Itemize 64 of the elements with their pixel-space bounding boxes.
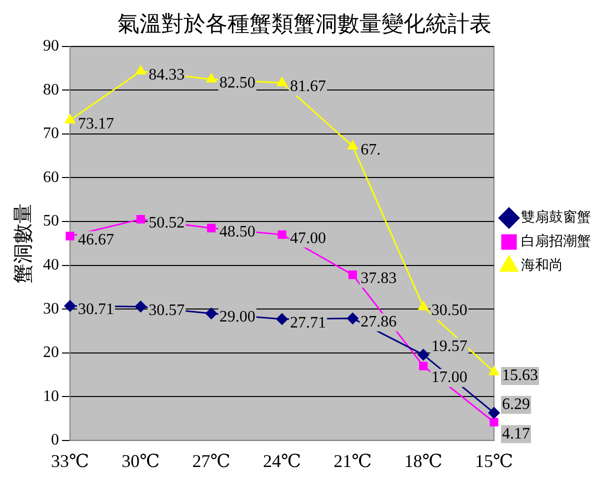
data-label: 73.17 <box>78 115 114 132</box>
point <box>418 301 428 310</box>
data-label: 84.33 <box>148 66 185 84</box>
point <box>418 348 430 360</box>
y-tick-label: 0 <box>51 432 59 449</box>
point <box>346 312 358 324</box>
data-label: 27.71 <box>290 314 326 332</box>
data-label: 6.29 <box>502 396 530 414</box>
data-label: 37.83 <box>360 270 397 287</box>
y-tick-label: 20 <box>43 344 59 362</box>
x-tick-label: 15℃ <box>474 450 514 471</box>
point <box>348 140 358 150</box>
data-label: 27.86 <box>360 314 397 331</box>
y-tick-label: 10 <box>43 388 59 405</box>
legend-label: 白扇招潮蟹 <box>521 234 591 250</box>
y-tick-label: 70 <box>43 125 59 142</box>
data-label: 46.67 <box>78 231 114 248</box>
point <box>488 407 500 419</box>
data-label: 17.00 <box>431 369 468 386</box>
point <box>206 308 218 320</box>
point <box>66 232 74 240</box>
point <box>206 73 216 82</box>
data-label: 19.57 <box>431 338 468 355</box>
data-label: 15.63 <box>502 367 538 384</box>
x-tick-label: 24℃ <box>262 450 302 471</box>
data-label: 4.17 <box>502 425 530 442</box>
chart-title: 氣溫對於各種蟹類蟹洞數量變化統計表 <box>118 10 492 36</box>
y-tick-label: 50 <box>43 212 59 230</box>
data-label: 30.71 <box>78 301 114 318</box>
point <box>419 362 428 370</box>
point <box>278 230 286 239</box>
point <box>488 366 500 376</box>
x-tick-label: 18℃ <box>404 450 442 471</box>
data-label: 50.52 <box>148 214 185 232</box>
point <box>348 270 357 280</box>
point <box>136 214 145 224</box>
y-axis-title: 蟹洞數量 <box>12 203 34 284</box>
point <box>136 65 146 74</box>
data-label: 81.67 <box>290 78 326 96</box>
x-tick-label: 21℃ <box>334 450 372 471</box>
y-tick-label: 30 <box>43 300 59 318</box>
data-label: 67. <box>360 141 381 158</box>
point <box>64 114 76 124</box>
data-label: 82.50 <box>219 74 256 92</box>
point <box>207 224 216 232</box>
data-label: 48.50 <box>219 223 256 240</box>
point <box>64 300 76 312</box>
point <box>134 300 146 312</box>
y-tick-label: 80 <box>43 81 59 98</box>
data-label: 30.50 <box>431 302 468 320</box>
x-tick-label: 27℃ <box>192 450 230 471</box>
data-label: 29.00 <box>219 308 256 326</box>
y-tick-label: 60 <box>43 168 59 186</box>
point <box>276 77 288 86</box>
y-tick-label: 90 <box>43 38 59 55</box>
x-tick-label: 33℃ <box>50 450 90 471</box>
data-label: 30.57 <box>148 302 185 319</box>
y-tick-label: 40 <box>43 256 59 274</box>
data-label: 47.00 <box>290 230 326 247</box>
x-tick-label: 30℃ <box>122 450 160 471</box>
point <box>490 418 498 426</box>
legend-label: 雙扇鼓窗蟹 <box>521 210 591 226</box>
point <box>276 313 288 325</box>
legend-label: 海和尚 <box>521 258 563 274</box>
